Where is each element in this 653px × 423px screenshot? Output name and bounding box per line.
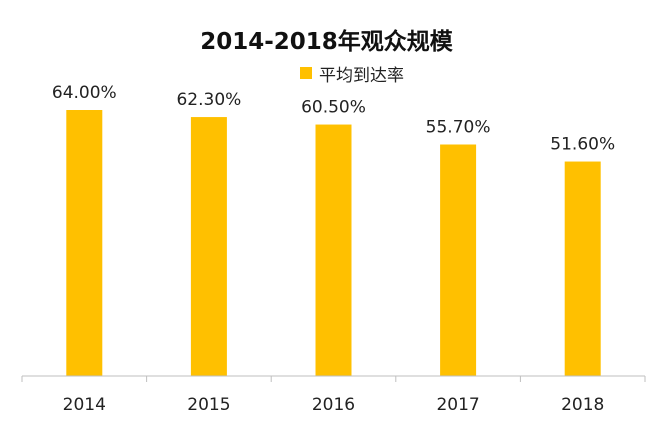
- bar-2016: [315, 124, 352, 376]
- data-label-2014: 64.00%: [52, 83, 117, 103]
- data-label-2017: 55.70%: [426, 117, 491, 137]
- data-label-2015: 62.30%: [176, 90, 241, 110]
- data-label-2018: 51.60%: [550, 135, 615, 155]
- chart-title: 2014-2018年观众规模: [200, 29, 453, 55]
- bar-2015: [190, 117, 227, 377]
- x-tick-label-2016: 2016: [312, 395, 355, 415]
- x-tick-label-2017: 2017: [436, 395, 479, 415]
- x-tick-label-2018: 2018: [561, 395, 604, 415]
- bar-2018: [564, 161, 601, 376]
- legend: 平均到达率: [300, 62, 404, 86]
- legend-swatch: [300, 67, 312, 79]
- data-label-2016: 60.50%: [301, 98, 366, 118]
- legend-label: 平均到达率: [319, 65, 404, 86]
- bar-2017: [440, 144, 477, 376]
- bar-2014: [66, 110, 103, 376]
- x-tick-label-2014: 2014: [63, 395, 106, 415]
- x-tick-label-2015: 2015: [187, 395, 230, 415]
